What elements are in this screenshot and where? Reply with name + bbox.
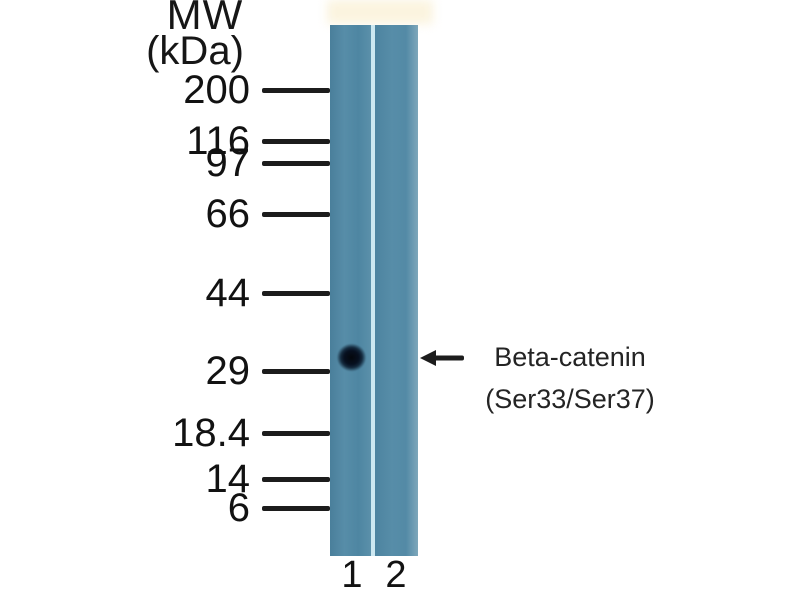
mw-tick-line [262,368,330,374]
mw-marker-label: 18.4 [172,411,250,455]
mw-marker-label: 44 [205,271,251,315]
mw-marker-row-200: 200 [0,68,330,112]
arrow-left-icon [419,347,465,369]
mw-tick-line [262,211,330,217]
mw-marker-row-29: 29 [0,349,330,393]
kda-header: (kDa) [146,29,244,73]
mw-marker-label: 66 [205,192,251,236]
mw-tick-line [262,160,330,166]
mw-marker-row-44: 44 [0,271,330,315]
band-annotation-line1: Beta-catenin [494,342,646,372]
mw-tick-line [262,290,330,296]
mw-tick-line [262,505,330,511]
mw-marker-label: 200 [183,68,250,112]
gel-membrane [330,25,418,556]
mw-marker-label: 14 [205,457,251,501]
mw-marker-row-116: 116 [0,119,330,163]
mw-marker-row-18.4: 18.4 [0,411,330,455]
protein-band [332,339,371,376]
band-annotation-line2: (Ser33/Ser37) [485,384,655,414]
band-annotation: Beta-catenin (Ser33/Ser37) [448,336,692,420]
gel-lane-1 [330,25,371,556]
lane-label-2: 2 [385,554,407,596]
lane-label-1: 1 [341,554,363,596]
mw-marker-label: 97 [205,141,251,185]
mw-marker-row-6: 6 [0,486,330,530]
mw-tick-line [262,87,330,93]
mw-tick-line [262,138,330,144]
mw-marker-row-66: 66 [0,192,330,236]
mw-marker-label: 116 [186,119,250,163]
mw-marker-label: 6 [227,486,250,530]
mw-marker-row-14: 14 [0,457,330,501]
mw-tick-line [262,430,330,436]
mw-marker-label: 29 [205,349,251,393]
mw-tick-line [262,476,330,482]
lane-divider [371,25,375,556]
gel-top-smudge [327,0,433,24]
mw-marker-row-97: 97 [0,141,330,185]
mw-header: MW [166,0,244,38]
gel-lane-2 [375,25,418,556]
